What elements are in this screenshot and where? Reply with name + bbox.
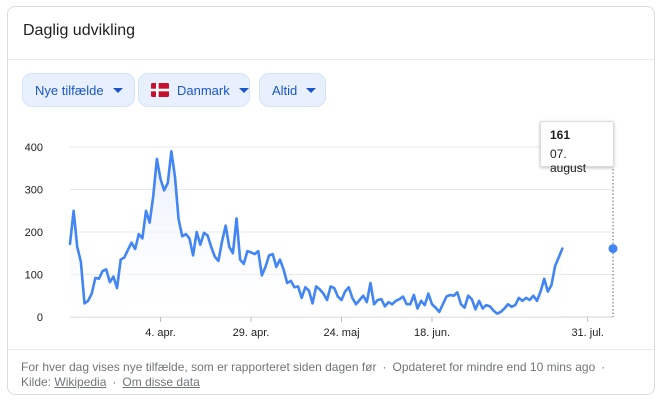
x-axis-ticks: 4. apr. 29. apr. 24. maj 18. jun. 31. jul. (145, 317, 604, 339)
y-tick-label: 400 (25, 142, 43, 154)
wikipedia-link[interactable]: Wikipedia (54, 375, 107, 389)
tooltip-value: 161 (550, 128, 571, 142)
footer-note-row: For hver dag vises nye tilfælde, som er … (21, 360, 611, 374)
x-tick-label: 18. jun. (414, 327, 450, 339)
cases-line (68, 149, 564, 315)
x-tick-label: 31. jul. (571, 327, 603, 339)
period-filter-chip[interactable]: Altid (259, 73, 326, 107)
caret-down-icon (306, 87, 317, 93)
caret-down-icon (112, 87, 123, 93)
footer-divider (8, 349, 654, 350)
y-axis-ticks: 0 100 200 300 400 (25, 142, 43, 324)
daily-development-card: Daglig udvikling Nye tilfælde Danmark Al… (7, 6, 655, 395)
country-filter-label: Danmark (177, 82, 230, 98)
caret-down-icon (238, 87, 249, 93)
y-tick-label: 300 (25, 185, 43, 197)
x-tick-label: 29. apr. (233, 327, 270, 339)
daily-cases-chart[interactable]: 0 100 200 300 400 4. apr. 29. apr. 24. maj 18. … (8, 115, 655, 345)
cases-area (70, 151, 563, 317)
denmark-flag-icon (151, 83, 169, 97)
footer-source-prefix: Kilde: (21, 375, 52, 389)
metric-filter-label: Nye tilfælde (35, 82, 104, 98)
tooltip-date: 07. august (550, 147, 587, 175)
country-filter-chip[interactable]: Danmark (138, 73, 250, 107)
period-filter-label: Altid (272, 82, 298, 98)
x-tick-label: 24. maj (323, 327, 359, 339)
footer-note: For hver dag vises nye tilfælde, som er … (21, 360, 377, 374)
footer-separator: · (382, 360, 387, 374)
y-tick-label: 100 (25, 270, 43, 282)
footer-separator: · (601, 360, 606, 374)
footer-updated: Opdateret for mindre end 10 mins ago (392, 360, 596, 374)
y-tick-label: 0 (37, 312, 43, 324)
footer-separator: · (112, 375, 117, 389)
card-title: Daglig udvikling (23, 22, 136, 39)
metric-filter-chip[interactable]: Nye tilfælde (22, 73, 135, 107)
x-tick-label: 4. apr. (145, 327, 176, 339)
y-tick-label: 200 (25, 227, 43, 239)
about-data-link[interactable]: Om disse data (122, 375, 200, 389)
highlight-point (608, 244, 618, 254)
header-divider (8, 59, 654, 60)
footer-source-row: Kilde: Wikipedia · Om disse data (21, 375, 200, 389)
chart-tooltip: 161 07. august (540, 121, 614, 175)
